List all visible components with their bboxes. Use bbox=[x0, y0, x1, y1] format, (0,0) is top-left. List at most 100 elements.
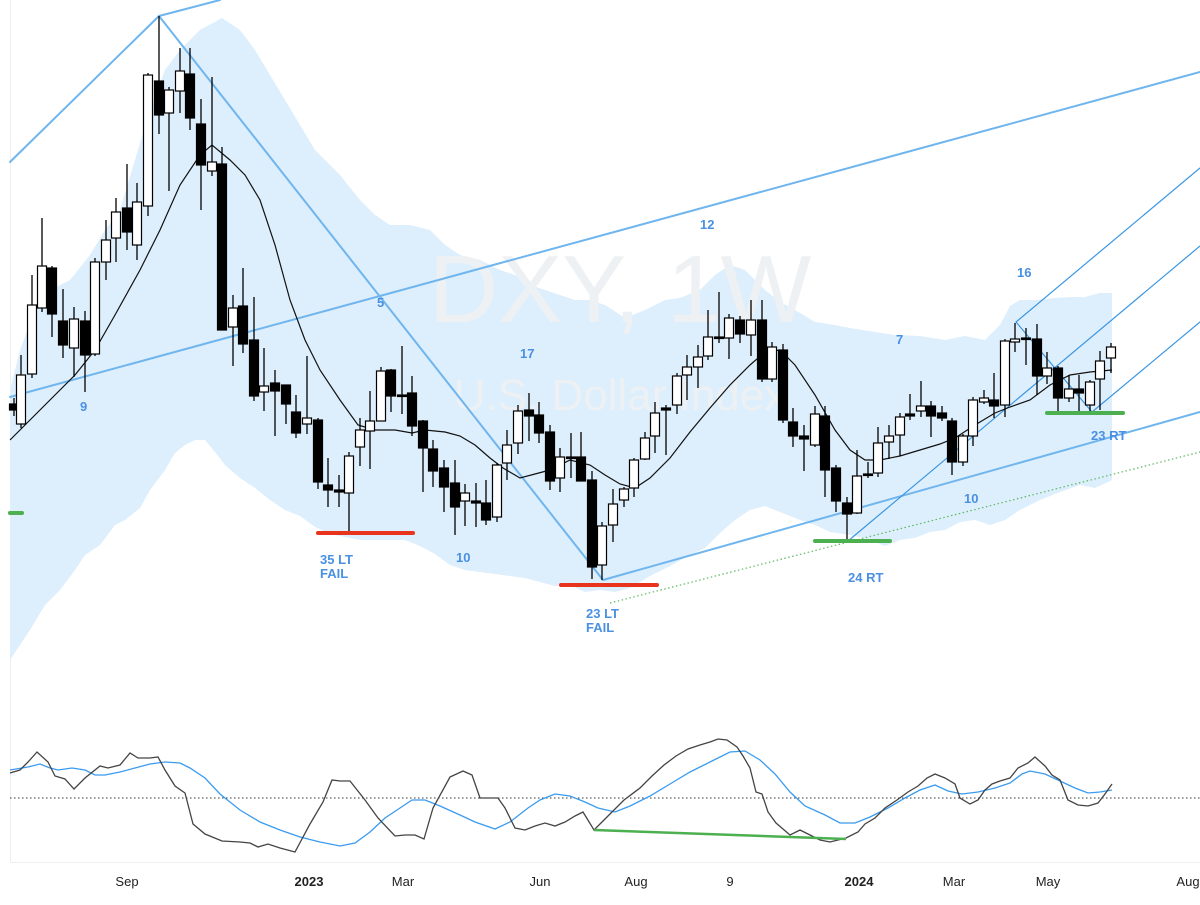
x-axis-tick-label: Aug bbox=[624, 874, 647, 889]
annotation-label: 5 bbox=[377, 295, 384, 310]
candle bbox=[438, 460, 450, 512]
candle bbox=[269, 370, 281, 436]
candle bbox=[396, 346, 408, 414]
dotted-trendline-layer bbox=[609, 451, 1200, 604]
candle bbox=[925, 401, 937, 437]
candle-body-up bbox=[1105, 346, 1117, 359]
divergence-line bbox=[593, 828, 847, 841]
candlestick-series bbox=[8, 16, 1117, 580]
annotation-label: 10 bbox=[964, 491, 978, 506]
candle-body-up bbox=[766, 346, 778, 380]
candle bbox=[1009, 323, 1021, 352]
x-axis-tick-label: Mar bbox=[392, 874, 415, 889]
candle bbox=[184, 48, 196, 130]
candle-body-down bbox=[417, 420, 429, 449]
candle bbox=[174, 48, 186, 113]
candle bbox=[480, 480, 492, 525]
candle-body-down bbox=[713, 336, 725, 340]
candle bbox=[628, 458, 640, 497]
candle bbox=[491, 463, 503, 522]
candle-body-down bbox=[1052, 367, 1064, 399]
candle bbox=[734, 316, 746, 343]
candle bbox=[206, 77, 218, 176]
x-axis-tick-label: Aug bbox=[1176, 874, 1199, 889]
candle-body-down bbox=[925, 405, 937, 417]
candle bbox=[967, 397, 979, 446]
candle-body-down bbox=[480, 502, 492, 521]
candle-body-down bbox=[756, 319, 768, 380]
candle bbox=[470, 483, 482, 527]
annotation-label: FAIL bbox=[586, 620, 614, 635]
candle-body-down bbox=[385, 369, 397, 397]
watermark-subtitle: U.S. Dollar Index bbox=[454, 371, 787, 420]
candle-body-up bbox=[36, 265, 48, 309]
candle bbox=[142, 73, 154, 216]
x-axis-tick-label: Jun bbox=[530, 874, 551, 889]
candle-body-up bbox=[364, 420, 376, 432]
candle bbox=[427, 440, 439, 487]
candle bbox=[607, 489, 619, 542]
candle-body-down bbox=[787, 421, 799, 437]
candle bbox=[1084, 380, 1096, 412]
candle-body-up bbox=[206, 161, 218, 172]
candle bbox=[894, 413, 906, 456]
candle bbox=[862, 462, 874, 478]
trendline-descending-line bbox=[158, 15, 604, 581]
candle-body-down bbox=[470, 500, 482, 504]
x-axis: Sep 2023 Mar Jun Aug 9 2024 Mar May Aug bbox=[115, 874, 1199, 889]
candle bbox=[766, 342, 778, 382]
candle-body-up bbox=[702, 336, 714, 357]
candle-body-up bbox=[512, 410, 524, 444]
candle bbox=[999, 339, 1011, 417]
candle-body-up bbox=[639, 437, 651, 460]
candle-body-down bbox=[57, 320, 69, 346]
candle-body-up bbox=[872, 442, 884, 474]
candle bbox=[618, 487, 630, 507]
annotation-label: 24 RT bbox=[848, 570, 883, 585]
candle-body-up bbox=[978, 397, 990, 403]
candle bbox=[237, 268, 249, 353]
candle bbox=[575, 432, 587, 482]
candle bbox=[417, 420, 429, 492]
candle bbox=[1020, 328, 1032, 365]
candle-body-up bbox=[967, 399, 979, 437]
candle bbox=[1094, 351, 1106, 410]
candle-body-up bbox=[894, 416, 906, 436]
candle-body-up bbox=[131, 201, 143, 246]
candle bbox=[312, 418, 324, 489]
candle bbox=[258, 348, 270, 411]
candle bbox=[936, 406, 948, 421]
candle-body-down bbox=[406, 392, 418, 427]
candle bbox=[756, 300, 768, 382]
candle bbox=[957, 434, 969, 466]
candle bbox=[777, 344, 789, 423]
trendline-pitchfork-lower bbox=[1091, 321, 1200, 413]
candle bbox=[639, 432, 651, 460]
oscillator-signal-line bbox=[9, 750, 1113, 847]
candle-body-up bbox=[343, 455, 355, 494]
candle-body-up bbox=[692, 356, 704, 368]
candle bbox=[660, 405, 672, 455]
annotation-label: 16 bbox=[1017, 265, 1031, 280]
candle-body-down bbox=[427, 448, 439, 472]
candle bbox=[544, 425, 556, 490]
candle bbox=[26, 275, 38, 378]
candle-body-down bbox=[841, 502, 853, 515]
candle-body-up bbox=[957, 435, 969, 463]
trendline-pitchfork-median bbox=[847, 245, 1200, 542]
candle-body-up bbox=[163, 89, 175, 114]
candle-body-down bbox=[312, 419, 324, 483]
annotation-label: 35 LT bbox=[320, 552, 353, 567]
candle-body-down bbox=[216, 163, 228, 331]
candle bbox=[904, 394, 916, 420]
candle-body-down bbox=[660, 407, 672, 411]
candle-body-down bbox=[1073, 388, 1085, 394]
candle-body-down bbox=[333, 489, 345, 493]
trendlines-layer bbox=[9, 0, 1200, 581]
x-axis-tick-label: Mar bbox=[943, 874, 966, 889]
candle bbox=[1073, 375, 1085, 413]
candle bbox=[841, 497, 853, 541]
candle bbox=[131, 183, 143, 260]
